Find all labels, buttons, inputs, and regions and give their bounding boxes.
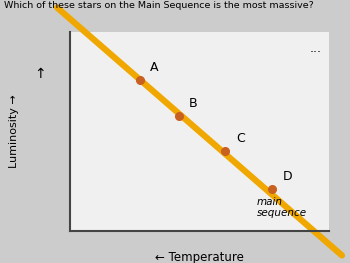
Text: Which of these stars on the Main Sequence is the most massive?: Which of these stars on the Main Sequenc…	[4, 1, 313, 10]
Text: C: C	[236, 133, 245, 145]
Text: ...: ...	[309, 42, 321, 54]
Text: main
sequence: main sequence	[257, 197, 307, 219]
Text: D: D	[282, 170, 292, 184]
Text: B: B	[189, 97, 198, 109]
Text: ↑: ↑	[34, 67, 46, 81]
Text: ← Temperature: ← Temperature	[155, 251, 244, 263]
Text: Luminosity →: Luminosity →	[9, 95, 19, 168]
Text: A: A	[150, 60, 159, 74]
